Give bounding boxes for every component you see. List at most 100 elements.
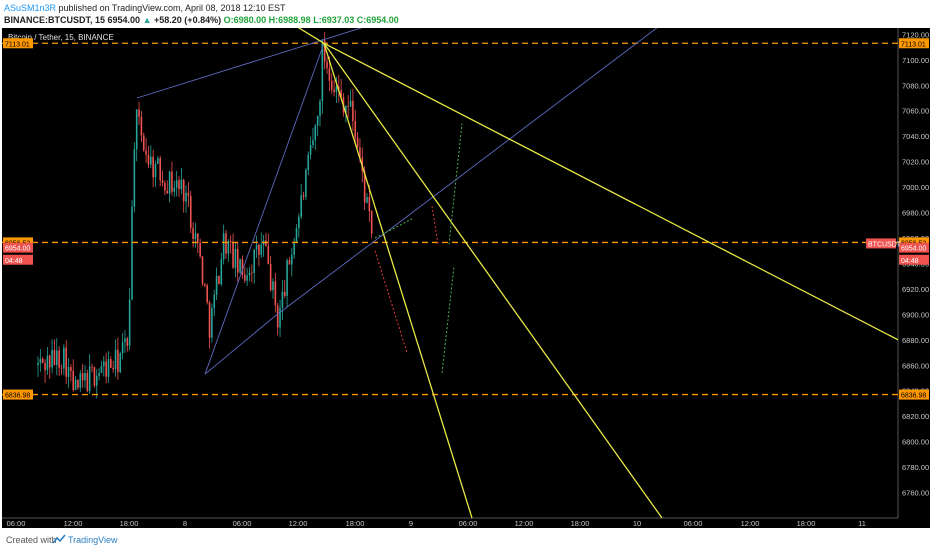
y-tick-label: 6780.00 xyxy=(902,463,929,472)
candle-body xyxy=(93,366,96,386)
candle-body xyxy=(187,192,190,196)
candle-body xyxy=(323,40,326,62)
candle-body xyxy=(260,244,263,255)
candle-body xyxy=(114,349,117,370)
candle-body xyxy=(211,308,213,338)
author-link[interactable]: ASuSM1n3R xyxy=(4,3,57,13)
candle-body xyxy=(58,350,60,368)
price-label-right-bg xyxy=(899,254,929,265)
published-text: published on TradingView.com, April 08, … xyxy=(58,3,286,13)
candle-body xyxy=(147,154,150,165)
candle-body xyxy=(175,180,178,188)
y-tick-label: 6820.00 xyxy=(902,412,929,421)
candle-body xyxy=(178,180,180,190)
candle-body xyxy=(182,179,185,202)
candle-body xyxy=(166,190,169,194)
candle-body xyxy=(314,125,317,141)
x-tick-label: 18:00 xyxy=(797,519,816,528)
candle-body xyxy=(157,158,159,164)
candle-body xyxy=(359,147,361,158)
up-arrow-icon: ▲ xyxy=(142,15,152,25)
candle-body xyxy=(244,274,246,281)
projection-green-2 xyxy=(448,123,463,245)
candle-body xyxy=(321,40,324,102)
y-tick-label: 7020.00 xyxy=(902,158,929,167)
candle-body xyxy=(302,195,305,197)
candle-body xyxy=(86,373,89,392)
fan-line-steep xyxy=(323,43,473,519)
candle-body xyxy=(269,263,272,291)
candle-body xyxy=(48,355,51,368)
fan-line-shallow xyxy=(323,42,899,341)
y-tick-label: 6980.00 xyxy=(902,209,929,218)
level-label-left-bg xyxy=(3,237,33,248)
candle-body xyxy=(39,358,42,363)
candle-body xyxy=(152,156,154,178)
trendline-base xyxy=(204,316,275,375)
candle-body xyxy=(251,272,253,274)
candle-body xyxy=(171,171,173,192)
candle-body xyxy=(347,106,349,107)
candle-body xyxy=(248,272,251,276)
candle-body xyxy=(161,180,164,183)
candle-body xyxy=(95,375,98,386)
x-tick-label: 11 xyxy=(858,519,866,528)
candle-body xyxy=(298,216,300,229)
candle-body xyxy=(142,135,145,151)
close-value: C:6954.00 xyxy=(356,15,399,25)
tradingview-brand[interactable]: TradingView xyxy=(68,535,118,545)
y-tick-label: 7060.00 xyxy=(902,107,929,116)
last-price: 6954.00 xyxy=(107,15,141,25)
footer: Created with TradingView xyxy=(0,530,932,550)
candle-body xyxy=(220,259,223,284)
ohlc-line: BINANCE:BTCUSDT, 15 6954.00 ▲ +58.20 (+0… xyxy=(4,15,399,25)
candle-body xyxy=(201,256,204,284)
x-tick-label: 18:00 xyxy=(120,519,139,528)
level-label-right: 7113.01 xyxy=(901,41,926,48)
candle-body xyxy=(105,361,107,377)
price-label-left: 04:48 xyxy=(5,258,23,265)
candle-body xyxy=(119,353,122,373)
candle-body xyxy=(194,233,197,240)
candle-body xyxy=(60,367,63,369)
candle-body xyxy=(79,373,82,388)
y-tick-label: 7040.00 xyxy=(902,132,929,141)
open-value: O:6980.00 xyxy=(223,15,267,25)
created-with-text: Created with xyxy=(6,535,57,545)
candle-body xyxy=(91,366,93,368)
price-label-right: 6954.00 xyxy=(901,246,926,253)
chart-area[interactable]: Bitcoin / Tether, 15, BINANCE 6760.00 6780… xyxy=(2,8,930,528)
tradingview-logo-icon xyxy=(52,534,66,544)
candle-body xyxy=(84,373,86,381)
candle-body xyxy=(180,179,183,190)
candle-body xyxy=(326,61,328,69)
level-label-left: 6836.98 xyxy=(5,393,30,400)
x-tick-label: 12:00 xyxy=(515,519,534,528)
candle-body xyxy=(41,358,44,363)
candle-body xyxy=(124,338,126,342)
candle-body xyxy=(67,367,70,377)
trendline-long xyxy=(273,8,683,318)
candle-body xyxy=(70,367,72,371)
price-label-left-bg xyxy=(3,242,33,253)
level-label-right-bg xyxy=(899,389,929,400)
candle-body xyxy=(215,275,218,295)
candle-body xyxy=(138,109,140,117)
candle-body xyxy=(272,281,274,291)
candle-body xyxy=(100,366,103,373)
candle-body xyxy=(258,244,260,255)
publish-line: ASuSM1n3R published on TradingView.com, … xyxy=(4,3,286,13)
projection-green-1 xyxy=(374,218,413,239)
level-label-right: 6836.98 xyxy=(901,393,926,400)
candle-body xyxy=(274,281,277,306)
candle-body xyxy=(236,248,239,273)
projection-red-2 xyxy=(431,206,439,245)
candle-body xyxy=(154,163,157,178)
candle-body xyxy=(103,361,105,367)
candle-body xyxy=(107,359,110,377)
symbol-tag: BTCUSDT xyxy=(868,241,902,248)
price-chart[interactable]: Bitcoin / Tether, 15, BINANCE 6760.00 6780… xyxy=(2,8,930,528)
fan-line-mid xyxy=(323,42,663,519)
y-tick-label: 6900.00 xyxy=(902,310,929,319)
level-label-left-bg xyxy=(3,389,33,400)
